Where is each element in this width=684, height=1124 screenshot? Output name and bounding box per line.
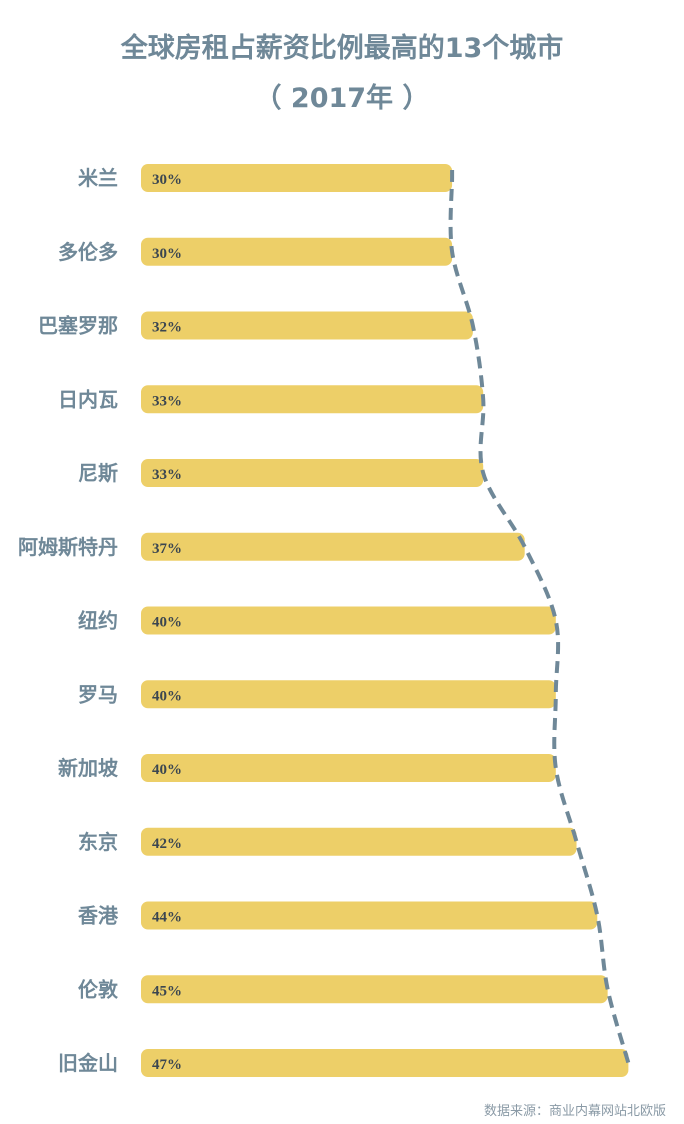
category-label: 新加坡 xyxy=(58,756,119,780)
value-label: 45% xyxy=(152,983,182,999)
value-label: 40% xyxy=(152,762,182,778)
category-label: 伦敦 xyxy=(78,977,119,1001)
bar xyxy=(141,754,556,782)
category-label: 香港 xyxy=(78,904,119,928)
category-label: 罗马 xyxy=(78,682,118,706)
category-label: 尼斯 xyxy=(78,461,118,485)
bar xyxy=(141,164,453,192)
bar xyxy=(141,385,484,414)
bar xyxy=(141,532,525,561)
value-label: 30% xyxy=(152,172,182,188)
category-label: 多伦多 xyxy=(58,240,118,264)
value-label: 30% xyxy=(152,246,182,262)
category-label: 东京 xyxy=(78,830,118,854)
value-label: 33% xyxy=(152,393,182,409)
category-label: 米兰 xyxy=(78,166,118,190)
category-label: 纽约 xyxy=(78,609,118,633)
category-label: 巴塞罗那 xyxy=(38,314,118,338)
value-label: 33% xyxy=(152,467,182,483)
bar xyxy=(141,1049,629,1077)
value-label: 44% xyxy=(152,910,182,926)
bar xyxy=(141,459,484,487)
category-label: 日内瓦 xyxy=(58,387,118,411)
value-label: 47% xyxy=(152,1057,182,1073)
category-label: 阿姆斯特丹 xyxy=(18,535,118,559)
chart-title: 全球房租占薪资比例最高的13个城市 xyxy=(120,33,564,64)
value-label: 32% xyxy=(152,320,182,336)
bar xyxy=(141,680,556,709)
bar xyxy=(141,901,598,930)
value-label: 42% xyxy=(152,836,182,852)
bar xyxy=(141,237,453,266)
bar xyxy=(141,827,577,856)
bar xyxy=(141,975,608,1004)
trend-line xyxy=(448,170,631,1064)
value-label: 40% xyxy=(152,688,182,704)
category-label: 旧金山 xyxy=(58,1051,118,1075)
bar xyxy=(141,311,473,340)
source-note: 数据来源：商业内幕网站北欧版 xyxy=(483,1104,666,1119)
value-label: 37% xyxy=(152,541,182,557)
value-label: 40% xyxy=(152,615,182,631)
chart-subtitle: （ 2017年 ） xyxy=(254,83,430,114)
bar xyxy=(141,606,556,635)
